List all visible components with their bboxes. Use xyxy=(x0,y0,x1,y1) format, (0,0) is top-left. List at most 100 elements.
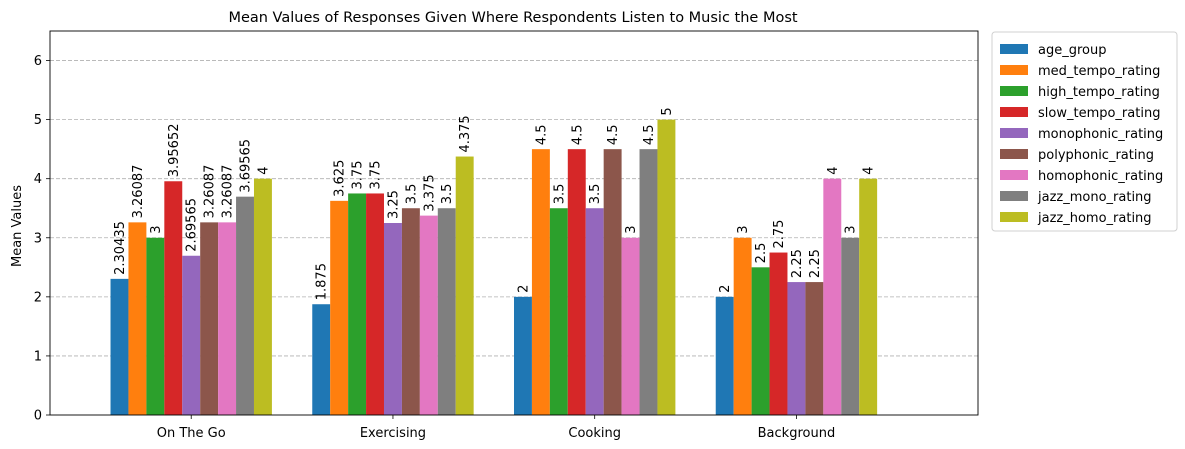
bar-monophonic_rating-2 xyxy=(585,208,604,415)
legend-label: age_group xyxy=(1038,43,1106,58)
legend-swatch-homophonic_rating xyxy=(1000,170,1028,180)
legend-box xyxy=(991,31,1178,232)
legend-swatch-polyphonic_rating xyxy=(1000,149,1028,159)
data-label: 3.25 xyxy=(386,190,401,219)
y-tick-label: 2 xyxy=(34,290,42,305)
y-tick-label: 3 xyxy=(34,231,42,246)
y-tick-label: 1 xyxy=(34,349,42,364)
bar-high_tempo_rating-3 xyxy=(751,267,770,415)
legend-swatch-jazz_homo_rating xyxy=(1000,212,1028,222)
legend-swatch-age_group xyxy=(1000,44,1028,54)
data-label: 2 xyxy=(718,285,733,293)
data-label: 3 xyxy=(736,225,751,233)
bar-slow_tempo_rating-2 xyxy=(567,149,586,415)
data-label: 4.5 xyxy=(606,124,621,145)
data-label: 2.25 xyxy=(808,249,823,278)
bar-med_tempo_rating-0 xyxy=(128,222,147,415)
legend-swatch-monophonic_rating xyxy=(1000,128,1028,138)
bar-monophonic_rating-1 xyxy=(383,223,402,415)
legend-label: monophonic_rating xyxy=(1038,127,1163,142)
data-label: 3.375 xyxy=(422,174,437,211)
data-label: 3.5 xyxy=(588,184,603,205)
bar-jazz_mono_rating-2 xyxy=(639,149,658,415)
bar-med_tempo_rating-2 xyxy=(531,149,550,415)
x-tick-label: Background xyxy=(758,426,836,441)
data-label: 3.5 xyxy=(404,184,419,205)
bar-med_tempo_rating-3 xyxy=(733,237,752,415)
bar-age_group-2 xyxy=(514,296,532,415)
x-tick-label: On The Go xyxy=(157,426,226,441)
legend-label: polyphonic_rating xyxy=(1038,148,1154,163)
bar-high_tempo_rating-2 xyxy=(549,208,568,415)
bar-med_tempo_rating-1 xyxy=(330,200,349,415)
data-label: 3.625 xyxy=(333,160,348,197)
bars xyxy=(110,119,878,416)
y-tick-label: 4 xyxy=(34,172,42,187)
bar-jazz_homo_rating-1 xyxy=(455,156,474,416)
bar-homophonic_rating-1 xyxy=(419,215,438,415)
y-tick-label: 5 xyxy=(34,113,42,128)
legend-swatch-slow_tempo_rating xyxy=(1000,107,1028,117)
data-label: 3.95652 xyxy=(167,123,182,177)
data-label: 4.5 xyxy=(570,124,585,145)
data-label: 3.69565 xyxy=(239,139,254,193)
legend-label: slow_tempo_rating xyxy=(1038,106,1160,121)
bar-jazz_mono_rating-0 xyxy=(236,196,254,415)
data-label: 2.75 xyxy=(772,220,787,249)
data-label: 3 xyxy=(844,225,859,233)
bar-monophonic_rating-0 xyxy=(182,255,201,415)
bar-polyphonic_rating-3 xyxy=(805,282,824,415)
bar-age_group-1 xyxy=(312,304,331,415)
data-label: 1.875 xyxy=(315,263,330,300)
data-label: 4 xyxy=(862,166,877,174)
bar-slow_tempo_rating-3 xyxy=(769,252,788,415)
data-label: 2.5 xyxy=(754,243,769,264)
legend-label: med_tempo_rating xyxy=(1038,64,1160,79)
bar-monophonic_rating-3 xyxy=(787,282,806,415)
legend-swatch-jazz_mono_rating xyxy=(1000,191,1028,201)
data-label: 3.26087 xyxy=(203,165,218,219)
bar-age_group-3 xyxy=(715,296,734,415)
y-axis-label: Mean Values xyxy=(10,185,25,267)
bar-jazz_mono_rating-1 xyxy=(437,208,456,415)
bar-homophonic_rating-0 xyxy=(218,222,237,415)
y-tick-label: 6 xyxy=(34,54,42,69)
bar-polyphonic_rating-0 xyxy=(200,222,219,415)
data-label: 5 xyxy=(660,107,675,115)
legend-label: homophonic_rating xyxy=(1038,169,1163,184)
bar-homophonic_rating-3 xyxy=(823,178,842,415)
legend-label: jazz_homo_rating xyxy=(1037,211,1152,226)
bar-jazz_homo_rating-2 xyxy=(657,119,676,415)
data-label: 2.25 xyxy=(790,249,805,278)
plot-frame xyxy=(49,30,979,416)
bar-jazz_homo_rating-0 xyxy=(253,178,272,415)
bar-jazz_mono_rating-3 xyxy=(841,237,860,415)
bar-slow_tempo_rating-0 xyxy=(164,181,183,415)
data-label: 4 xyxy=(826,166,841,174)
data-label: 4.375 xyxy=(458,115,473,152)
axes: 0 1 2 3 4 5 6 On The Go Exercising Cooking Backgro… xyxy=(34,30,979,441)
y-tick-label: 0 xyxy=(34,409,42,424)
legend-label: jazz_mono_rating xyxy=(1037,190,1152,205)
data-label: 4 xyxy=(256,166,271,174)
bar-polyphonic_rating-2 xyxy=(603,149,622,415)
bar-age_group-0 xyxy=(110,278,129,415)
bar-high_tempo_rating-0 xyxy=(146,237,165,415)
bar-homophonic_rating-2 xyxy=(621,237,640,415)
data-label: 4.5 xyxy=(642,124,657,145)
data-label: 2 xyxy=(516,285,531,293)
x-tick-label: Exercising xyxy=(360,426,426,441)
data-label: 4.5 xyxy=(534,124,549,145)
bar-high_tempo_rating-1 xyxy=(348,193,367,415)
data-label: 3 xyxy=(149,225,164,233)
data-label: 3.5 xyxy=(552,184,567,205)
legend: age_group med_tempo_rating high_tempo_rati… xyxy=(991,31,1178,232)
legend-swatch-high_tempo_rating xyxy=(1000,86,1028,96)
data-label: 3.75 xyxy=(369,161,384,190)
data-label: 2.69565 xyxy=(185,198,200,252)
chart-title: Mean Values of Responses Given Where Res… xyxy=(228,10,797,26)
legend-swatch-med_tempo_rating xyxy=(1000,65,1028,75)
data-label: 3 xyxy=(624,225,639,233)
